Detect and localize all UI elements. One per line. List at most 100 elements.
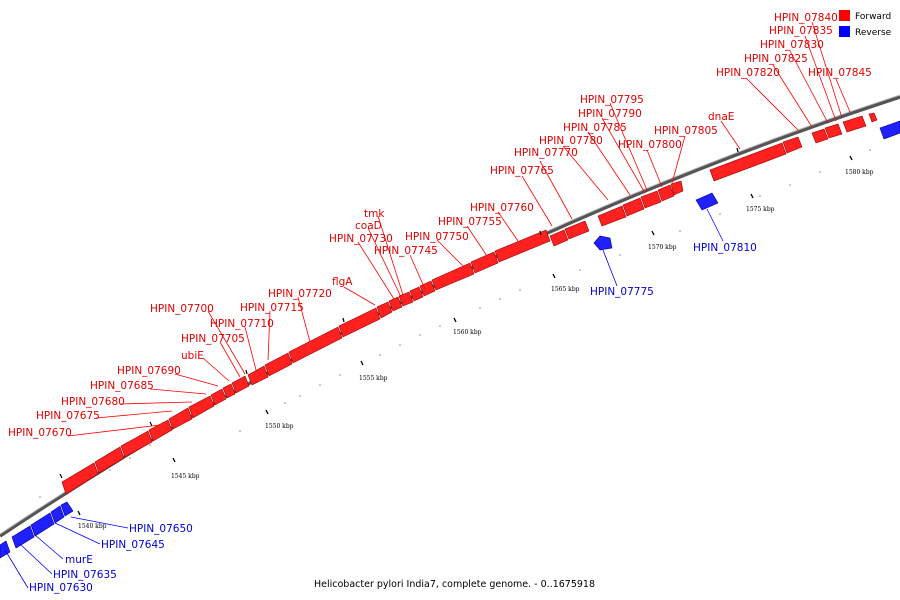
gene-block[interactable] <box>188 395 215 419</box>
forward-leader-lines <box>67 21 851 437</box>
gene-block[interactable] <box>811 128 829 144</box>
gene-label[interactable]: HPIN_07775 <box>590 286 654 298</box>
gene-block[interactable] <box>388 296 403 312</box>
gene-block[interactable] <box>210 388 227 406</box>
gene-block[interactable] <box>640 190 662 209</box>
gene-label[interactable]: HPIN_07825 <box>744 53 808 65</box>
gene-label[interactable]: HPIN_07765 <box>490 165 554 177</box>
gene-label[interactable]: HPIN_07635 <box>53 569 117 581</box>
gene-label[interactable]: HPIN_07630 <box>29 582 93 594</box>
gene-label[interactable]: HPIN_07675 <box>36 410 100 422</box>
gene-label[interactable]: HPIN_07730 <box>329 233 393 245</box>
scale-tick-label: 1555 kbp <box>359 375 388 382</box>
gene-block[interactable] <box>231 375 250 394</box>
gene-boundary-marks <box>59 147 739 479</box>
gene-label[interactable]: HPIN_07810 <box>693 242 757 254</box>
gene-label[interactable]: HPIN_07805 <box>654 125 718 137</box>
gene-label[interactable]: HPIN_07845 <box>808 67 872 79</box>
legend-reverse-label: Reverse <box>855 28 892 38</box>
gene-label[interactable]: HPIN_07755 <box>438 216 502 228</box>
gene-label[interactable]: HPIN_07785 <box>563 122 627 134</box>
gene-block[interactable] <box>879 120 900 140</box>
gene-label[interactable]: HPIN_07745 <box>374 245 438 257</box>
scale-tick-marks <box>77 155 853 516</box>
gene-block[interactable] <box>61 462 99 495</box>
gene-label[interactable]: HPIN_07840 <box>774 12 838 24</box>
gene-label[interactable]: flgA <box>332 276 353 288</box>
gene-label[interactable]: HPIN_07700 <box>150 303 214 315</box>
gene-block[interactable] <box>376 301 393 319</box>
gene-label[interactable]: HPIN_07750 <box>405 231 469 243</box>
gene-label[interactable]: HPIN_07790 <box>578 108 642 120</box>
gene-block[interactable] <box>494 229 551 263</box>
gene-label[interactable]: HPIN_07715 <box>240 302 304 314</box>
gene-block[interactable] <box>593 235 613 251</box>
scale-tick-label: 1570 kbp <box>648 244 677 251</box>
gene-block[interactable] <box>597 205 627 227</box>
genome-backbone <box>0 95 900 538</box>
gene-label[interactable]: HPIN_07760 <box>470 202 534 214</box>
gene-label[interactable]: HPIN_07680 <box>61 396 125 408</box>
gene-label[interactable]: HPIN_07780 <box>539 135 603 147</box>
gene-block[interactable] <box>338 307 381 338</box>
gene-label[interactable]: HPIN_07670 <box>8 427 72 439</box>
gene-block[interactable] <box>409 286 424 302</box>
gene-block[interactable] <box>695 192 719 211</box>
gene-block[interactable] <box>657 184 675 202</box>
genome-caption: Helicobacter pylori India7, complete gen… <box>314 579 595 590</box>
gene-label[interactable]: coaD <box>355 220 382 232</box>
gene-label[interactable]: HPIN_07650 <box>129 523 193 535</box>
gene-block[interactable] <box>30 512 55 537</box>
gene-label[interactable]: HPIN_07690 <box>117 365 181 377</box>
gene-label[interactable]: HPIN_07710 <box>210 318 274 330</box>
gene-block[interactable] <box>782 136 803 154</box>
gene-block[interactable] <box>288 326 343 364</box>
gene-block[interactable] <box>60 501 74 517</box>
gene-label[interactable]: ubiE <box>181 350 204 362</box>
gene-block[interactable] <box>549 229 569 247</box>
gene-block[interactable] <box>0 540 11 559</box>
scale-tick-label: 1560 kbp <box>453 329 482 336</box>
gene-label[interactable]: HPIN_07830 <box>760 39 824 51</box>
gene-label[interactable]: HPIN_07720 <box>268 288 332 300</box>
gene-block[interactable] <box>868 112 878 123</box>
gene-block[interactable] <box>824 123 843 139</box>
gene-label[interactable]: dnaE <box>708 111 734 123</box>
gene-label[interactable]: tmk <box>364 208 385 220</box>
gene-label[interactable]: HPIN_07770 <box>514 147 578 159</box>
gene-block[interactable] <box>622 197 645 217</box>
gene-block[interactable] <box>431 262 475 291</box>
gene-block[interactable] <box>709 142 787 182</box>
gene-block[interactable] <box>94 446 125 474</box>
gene-block[interactable] <box>670 180 684 196</box>
gene-label[interactable]: HPIN_07820 <box>716 67 780 79</box>
legend-forward-label: Forward <box>855 12 891 22</box>
gene-label[interactable]: HPIN_07645 <box>101 539 165 551</box>
forward-strand <box>61 112 878 495</box>
gene-label[interactable]: HPIN_07835 <box>769 25 833 37</box>
gene-label[interactable]: HPIN_07795 <box>580 94 644 106</box>
gene-block[interactable] <box>419 280 436 297</box>
gene-block[interactable] <box>398 291 414 307</box>
legend-forward-swatch <box>839 10 850 21</box>
forward-labels: HPIN_07670 HPIN_07675 HPIN_07680 HPIN_07… <box>8 12 872 439</box>
gene-block[interactable] <box>264 352 293 377</box>
gene-block[interactable] <box>50 505 65 524</box>
scale-tick-label: 1580 kbp <box>845 169 874 176</box>
gene-block[interactable] <box>470 251 499 274</box>
gene-block[interactable] <box>11 525 35 549</box>
reverse-strand <box>0 120 900 559</box>
gene-label[interactable]: murE <box>65 554 93 566</box>
gene-block[interactable] <box>168 407 193 430</box>
gene-label[interactable]: HPIN_07685 <box>90 380 154 392</box>
gene-block[interactable] <box>247 365 269 386</box>
reverse-leader-lines <box>4 208 724 589</box>
gene-block[interactable] <box>564 220 590 240</box>
gene-block[interactable] <box>222 383 236 399</box>
gene-label[interactable]: HPIN_07705 <box>181 333 245 345</box>
gene-block[interactable] <box>842 115 867 133</box>
gene-block[interactable] <box>148 419 173 442</box>
gene-block[interactable] <box>120 430 153 458</box>
gene-label[interactable]: HPIN_07800 <box>618 139 682 151</box>
